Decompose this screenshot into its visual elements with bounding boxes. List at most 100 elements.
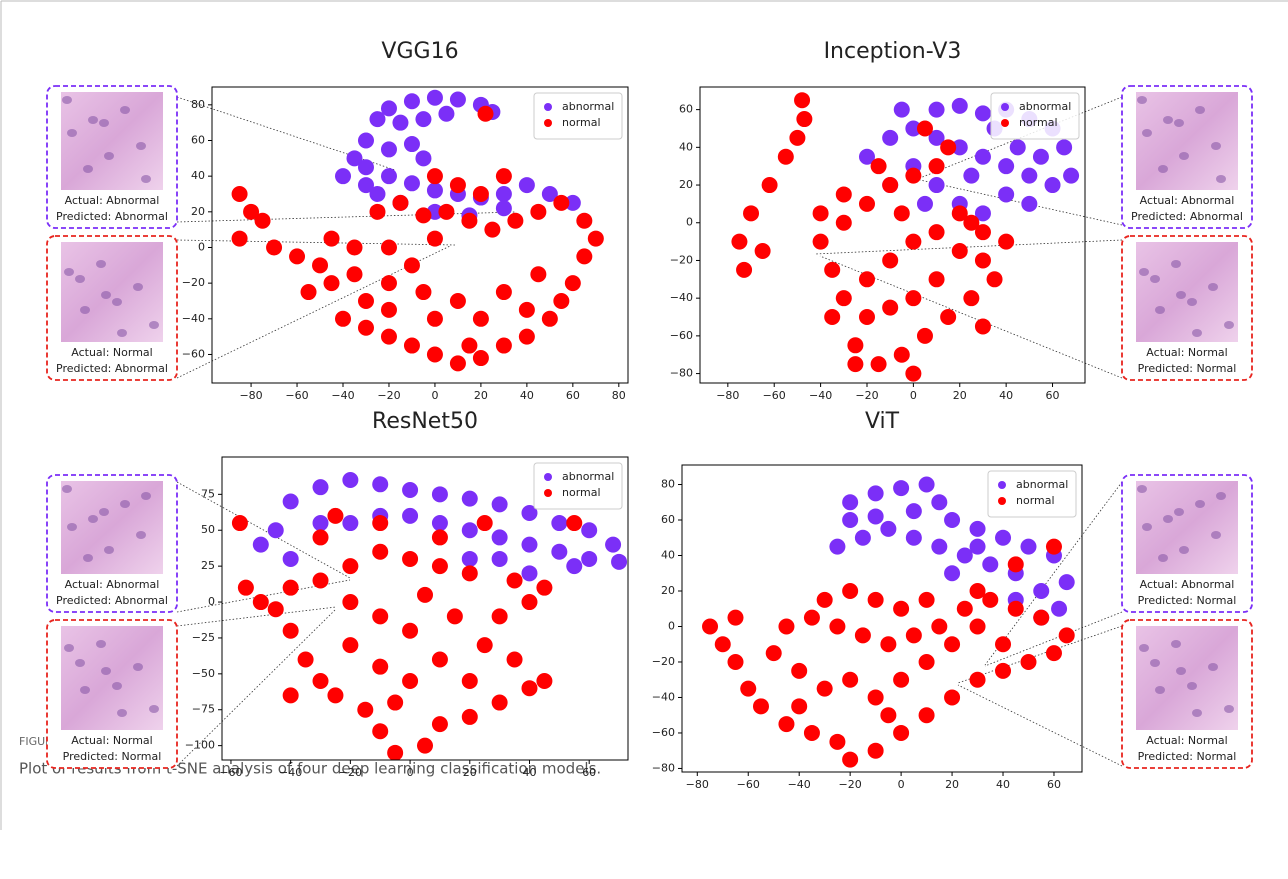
point — [495, 168, 512, 185]
point — [402, 507, 419, 524]
inset-predicted: Predicted: Normal — [1138, 362, 1237, 375]
inset-nucleus — [1150, 275, 1160, 283]
point — [461, 522, 478, 539]
inset-actual: Actual: Abnormal — [1140, 578, 1235, 591]
point — [521, 565, 538, 582]
point — [461, 550, 478, 567]
point — [714, 636, 731, 653]
y-tick-label: −75 — [192, 703, 215, 716]
inset-nucleus — [149, 705, 159, 713]
inset-image — [1136, 242, 1238, 342]
inset-nucleus — [136, 531, 146, 539]
point — [752, 698, 769, 715]
inset-nucleus — [1155, 306, 1165, 314]
inset-nucleus — [67, 129, 77, 137]
point — [372, 476, 389, 493]
point — [870, 356, 887, 373]
point — [982, 591, 999, 608]
inset-nucleus — [1158, 165, 1168, 173]
chart-title: VGG16 — [381, 39, 458, 64]
point — [956, 547, 973, 564]
inset-nucleus — [1224, 321, 1234, 329]
point — [969, 520, 986, 537]
inset-nucleus — [1192, 329, 1202, 337]
point — [449, 91, 466, 108]
point — [426, 230, 443, 247]
point — [847, 356, 864, 373]
point — [727, 653, 744, 670]
y-tick-label: 40 — [191, 169, 205, 182]
legend-box — [990, 92, 1080, 140]
point — [415, 207, 432, 224]
y-tick-label: 20 — [191, 205, 205, 218]
point — [507, 212, 524, 229]
point — [835, 290, 852, 307]
legend-marker — [998, 497, 1006, 505]
y-tick-label: −50 — [192, 667, 215, 680]
point — [858, 148, 875, 165]
point — [581, 550, 598, 567]
x-tick-label: 60 — [566, 389, 580, 402]
axes-frame — [699, 86, 1086, 384]
point — [342, 637, 359, 654]
point — [842, 751, 859, 768]
point — [282, 622, 299, 639]
inset-nucleus — [75, 275, 85, 283]
point — [727, 609, 744, 626]
inset-nucleus — [80, 306, 90, 314]
point — [323, 230, 340, 247]
point — [566, 558, 583, 575]
point — [918, 653, 935, 670]
x-tick-label: 20 — [945, 778, 959, 791]
y-tick-label: 80 — [661, 478, 675, 491]
point — [854, 627, 871, 644]
point — [518, 301, 535, 318]
point — [495, 284, 512, 301]
y-tick-label: 0 — [208, 595, 215, 608]
y-tick-label: 25 — [201, 559, 215, 572]
point — [372, 658, 389, 675]
point — [778, 716, 795, 733]
point — [231, 185, 248, 202]
inset-nucleus — [99, 119, 109, 127]
y-tick-label: −20 — [652, 655, 675, 668]
inset-nucleus — [83, 554, 93, 562]
point — [928, 177, 945, 194]
point — [882, 252, 899, 269]
inset-nucleus — [1142, 523, 1152, 531]
point — [1045, 538, 1062, 555]
y-tick-label: −80 — [670, 367, 693, 380]
point — [931, 494, 948, 511]
point — [342, 471, 359, 488]
point — [928, 101, 945, 118]
inset-predicted: Predicted: Abnormal — [56, 594, 168, 607]
y-tick-label: 40 — [679, 140, 693, 153]
inset-actual: Actual: Abnormal — [1140, 194, 1235, 207]
inset-nucleus — [1163, 116, 1173, 124]
x-tick-label: −80 — [239, 389, 262, 402]
point — [944, 636, 961, 653]
point — [564, 275, 581, 292]
y-tick-label: −60 — [652, 726, 675, 739]
point — [506, 651, 523, 668]
inset-nucleus — [1187, 682, 1197, 690]
point — [357, 159, 374, 176]
legend-marker — [544, 489, 552, 497]
inset-nucleus — [120, 106, 130, 114]
x-tick-label: −40 — [788, 778, 811, 791]
point — [417, 737, 433, 754]
y-tick-label: 60 — [679, 103, 693, 116]
inset-nucleus — [1224, 705, 1234, 713]
point — [944, 565, 961, 582]
point — [566, 515, 583, 532]
point — [916, 195, 933, 212]
point — [491, 550, 508, 567]
point — [267, 601, 284, 618]
point — [327, 507, 344, 524]
point — [267, 522, 284, 539]
inset-nucleus — [120, 500, 130, 508]
point — [796, 111, 813, 128]
legend-marker — [1001, 119, 1009, 127]
x-tick-label: 40 — [996, 778, 1010, 791]
axes-frame — [221, 456, 629, 761]
